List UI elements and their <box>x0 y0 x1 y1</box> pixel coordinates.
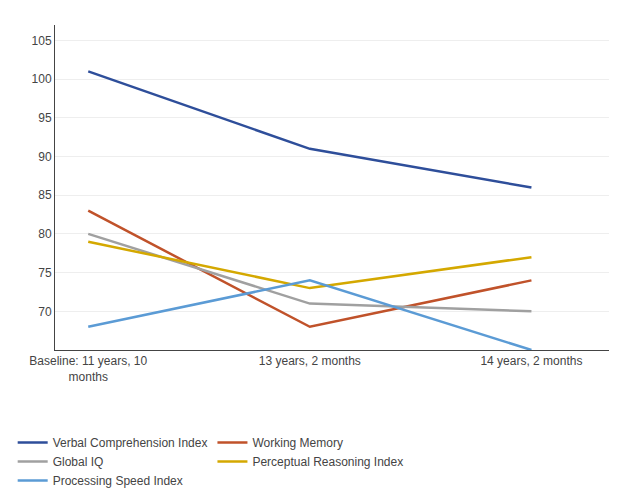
svg-text:Global IQ: Global IQ <box>53 455 104 469</box>
svg-text:Verbal Comprehension Index: Verbal Comprehension Index <box>53 436 208 450</box>
svg-text:80: 80 <box>38 227 52 241</box>
svg-text:Perceptual Reasoning Index: Perceptual Reasoning Index <box>252 455 403 469</box>
svg-text:75: 75 <box>38 266 52 280</box>
svg-text:Working Memory: Working Memory <box>252 436 342 450</box>
svg-text:Baseline: 11 years, 10months: Baseline: 11 years, 10months <box>29 354 147 384</box>
svg-text:14 years, 2 months: 14 years, 2 months <box>480 354 582 368</box>
svg-text:70: 70 <box>38 305 52 319</box>
svg-text:85: 85 <box>38 188 52 202</box>
svg-text:105: 105 <box>32 34 52 48</box>
svg-text:90: 90 <box>38 150 52 164</box>
svg-text:100: 100 <box>32 72 52 86</box>
svg-text:95: 95 <box>38 111 52 125</box>
svg-text:Processing Speed Index: Processing Speed Index <box>53 474 183 488</box>
svg-text:13 years, 2 months: 13 years, 2 months <box>259 354 361 368</box>
